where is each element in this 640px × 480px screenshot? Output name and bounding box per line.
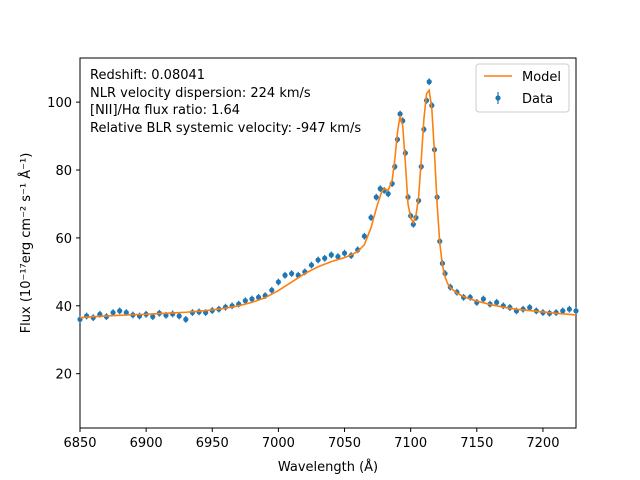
data-marker [328, 252, 334, 258]
x-tick-label: 6950 [196, 436, 229, 451]
data-marker [110, 309, 116, 316]
annotation-redshift: Redshift: 0.08041 [90, 68, 205, 83]
annotation-blr-velocity: Relative BLR systemic velocity: -947 km/… [90, 121, 361, 136]
data-point [480, 295, 487, 303]
data-marker [150, 314, 156, 320]
data-marker [335, 253, 341, 260]
y-tick-label: 80 [55, 164, 72, 179]
data-point [377, 185, 383, 193]
x-tick-label: 7200 [526, 436, 559, 451]
data-point [341, 249, 348, 257]
y-tick-label: 60 [55, 232, 72, 247]
data-marker [308, 262, 315, 268]
x-axis: 6850 6900 6950 7000 7050 7100 7150 7200 [63, 428, 559, 451]
data-point [289, 270, 295, 277]
x-tick-label: 7050 [328, 436, 361, 451]
data-marker [255, 294, 262, 300]
data-marker [480, 296, 487, 302]
data-point [573, 307, 579, 315]
data-marker [368, 214, 374, 221]
annotation-block: Redshift: 0.08041 NLR velocity dispersio… [90, 68, 361, 136]
data-marker [183, 316, 189, 322]
x-tick-label: 6850 [63, 436, 96, 451]
data-point [176, 312, 182, 320]
data-marker [397, 111, 403, 117]
plot-frame [79, 57, 577, 429]
y-axis-title: Flux (10⁻¹⁷erg cm⁻² s⁻¹ Å⁻¹) [18, 153, 34, 334]
data-marker [123, 309, 129, 316]
x-tick-label: 7100 [394, 436, 427, 451]
data-point [566, 305, 572, 313]
annotation-nlr-dispersion: NLR velocity dispersion: 224 km/s [90, 86, 311, 101]
data-point [385, 190, 391, 198]
data-marker [560, 308, 566, 314]
data-marker [566, 306, 572, 312]
data-marker [377, 186, 383, 192]
data-point [275, 278, 281, 286]
data-marker [315, 257, 321, 263]
data-marker [117, 308, 123, 314]
data-marker [373, 194, 379, 200]
data-marker [289, 270, 295, 277]
data-point [361, 232, 367, 240]
data-point [308, 261, 315, 269]
legend-data-label: Data [522, 92, 553, 107]
data-point [249, 295, 255, 303]
data-marker [322, 255, 328, 261]
data-point [426, 78, 432, 86]
data-marker [269, 287, 275, 293]
data-point [282, 271, 288, 279]
data-marker [176, 313, 182, 319]
data-point [368, 214, 374, 221]
data-point [315, 256, 321, 264]
data-point [242, 297, 248, 305]
data-marker [341, 250, 348, 256]
data-marker [494, 299, 500, 306]
data-marker [426, 79, 432, 85]
data-marker [527, 304, 533, 311]
y-axis: 20 40 60 80 100 [47, 96, 80, 383]
legend-data-marker [495, 95, 501, 101]
data-marker [361, 233, 367, 239]
y-tick-label: 20 [55, 368, 72, 383]
data-marker [275, 279, 281, 285]
data-marker [573, 308, 579, 314]
data-marker [385, 191, 391, 197]
data-marker [249, 296, 255, 302]
model-line [79, 88, 577, 319]
data-point [322, 254, 328, 262]
data-point [183, 315, 189, 323]
y-tick-label: 40 [55, 300, 72, 315]
y-tick-label: 100 [47, 96, 72, 111]
legend: Model Data [475, 63, 570, 113]
data-point [269, 286, 275, 294]
annotation-flux-ratio: [NII]/Hα flux ratio: 1.64 [90, 103, 240, 118]
data-point [328, 251, 334, 259]
x-tick-label: 6900 [130, 436, 163, 451]
x-axis-title: Wavelength (Å) [278, 459, 378, 475]
data-point [117, 307, 123, 315]
legend-model-label: Model [522, 70, 561, 85]
data-marker [282, 272, 288, 278]
data-marker [242, 298, 248, 304]
x-tick-label: 7150 [460, 436, 493, 451]
data-point [373, 193, 379, 201]
x-tick-label: 7000 [262, 436, 295, 451]
data-point [494, 299, 500, 306]
